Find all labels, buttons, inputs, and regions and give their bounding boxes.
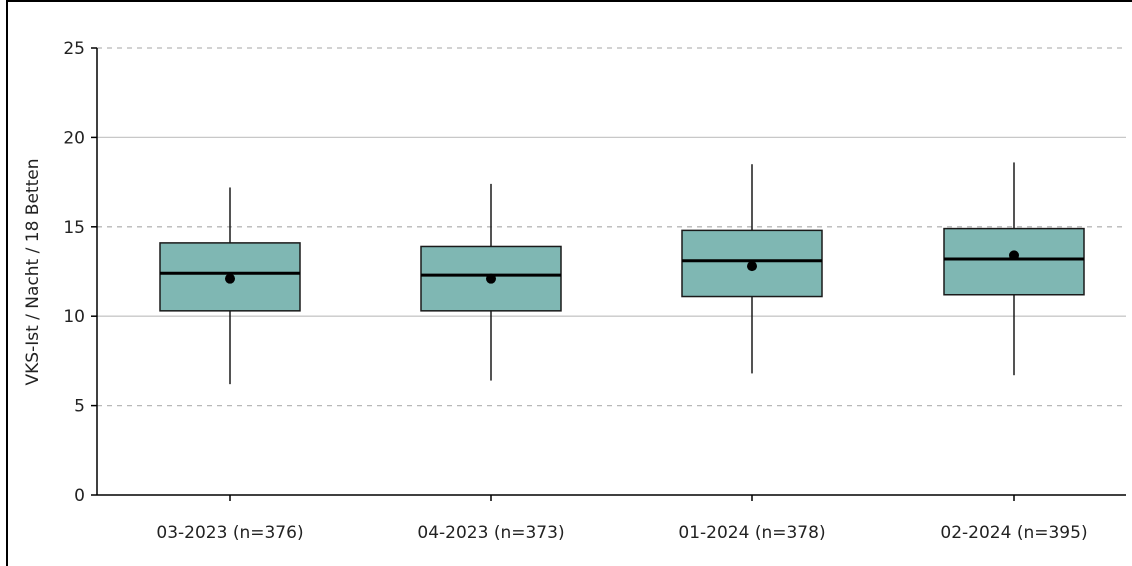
y-ticks: 0 5 10 15 20 25 [63,39,97,506]
x-ticks: 03-2023 (n=376) 04-2023 (n=373) 01-2024 (n… [156,495,1088,543]
y-tick-label: 10 [63,307,85,327]
x-tick-label: 02-2024 (n=395) [940,523,1087,543]
box-group [159,187,301,385]
x-tick-label: 04-2023 (n=373) [417,523,564,543]
mean-dot [486,273,496,284]
box-group [681,164,823,374]
grid-lines [97,47,1126,407]
mean-dot [747,261,757,272]
y-tick-label: 15 [63,218,85,238]
y-tick-label: 5 [74,397,85,417]
boxes [159,162,1085,385]
chart-frame [6,0,1132,566]
y-tick-label: 20 [63,128,85,148]
x-tick-label: 03-2023 (n=376) [156,523,303,543]
box-group [943,162,1085,376]
y-tick-label: 0 [74,486,85,506]
mean-dot [225,273,235,284]
y-tick-label: 25 [63,39,85,59]
x-tick-label: 01-2024 (n=378) [678,523,825,543]
y-axis-title: VKS-Ist / Nacht / 18 Betten [23,159,43,386]
box-iqr [943,227,1085,296]
axes [96,48,1126,496]
mean-dot [1009,250,1019,261]
box-group [420,183,562,381]
